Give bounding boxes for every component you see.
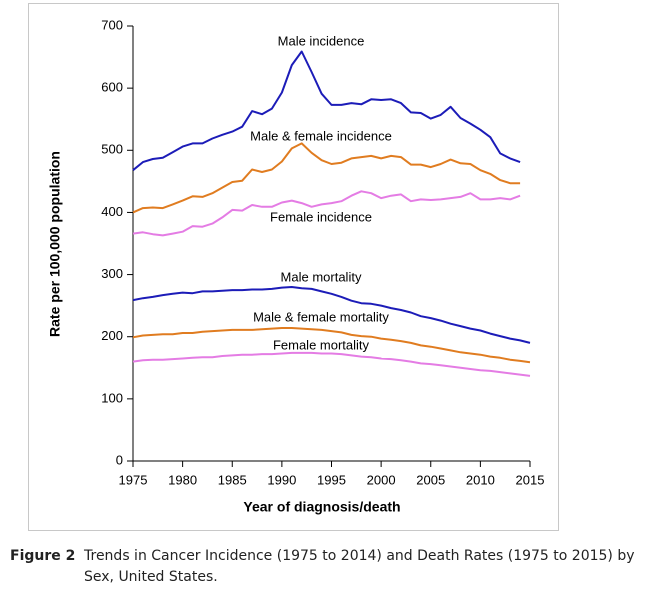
series-label: Female mortality — [273, 337, 370, 352]
series-line — [132, 286, 531, 344]
series-label: Male incidence — [278, 33, 365, 48]
x-tick-label: 1990 — [267, 472, 296, 487]
x-axis-label: Year of diagnosis/death — [243, 499, 400, 515]
series-line — [132, 142, 521, 214]
series-label: Male mortality — [281, 269, 362, 284]
series-label: Female incidence — [270, 209, 372, 224]
x-tick-label: 1985 — [218, 472, 247, 487]
x-tick-label: 2005 — [416, 472, 445, 487]
y-tick-label: 0 — [116, 452, 123, 467]
y-tick-label: 500 — [101, 142, 123, 157]
x-tick-label: 1980 — [168, 472, 197, 487]
series-line — [132, 351, 531, 377]
x-tick-label: 1995 — [317, 472, 346, 487]
y-tick-label: 200 — [101, 328, 123, 343]
x-tick-label: 2000 — [367, 472, 396, 487]
y-axis-label: Rate per 100,000 population — [47, 151, 63, 337]
series-label: Male & female incidence — [250, 128, 392, 143]
series-line — [132, 327, 531, 364]
x-tick-label: 1975 — [119, 472, 148, 487]
figure-label: Figure 2 — [10, 548, 76, 564]
y-tick-label: 700 — [101, 17, 123, 32]
y-tick-label: 400 — [101, 204, 123, 219]
series-line — [132, 50, 521, 171]
x-tick-label: 2015 — [516, 472, 545, 487]
series-label: Male & female mortality — [253, 309, 389, 324]
chart-frame — [28, 3, 559, 531]
y-tick-label: 100 — [101, 390, 123, 405]
x-tick-label: 2010 — [466, 472, 495, 487]
chart: Rate per 100,000 population Year of diag… — [28, 3, 559, 531]
y-tick-label: 300 — [101, 266, 123, 281]
series-line — [132, 190, 521, 237]
figure-caption: Trends in Cancer Incidence (1975 to 2014… — [84, 548, 635, 585]
y-tick-label: 600 — [101, 80, 123, 95]
